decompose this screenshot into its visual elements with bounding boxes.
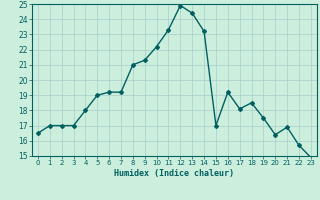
X-axis label: Humidex (Indice chaleur): Humidex (Indice chaleur) [115,169,234,178]
